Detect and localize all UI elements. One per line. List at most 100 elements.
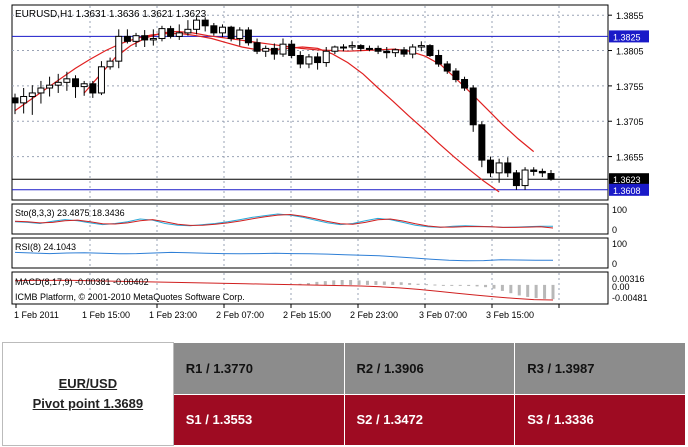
candle-body xyxy=(331,46,339,52)
support-1: S1 / 1.3553 xyxy=(172,393,345,446)
macd-bar xyxy=(441,284,445,286)
candle xyxy=(391,48,399,57)
candle-body xyxy=(132,35,140,42)
candle xyxy=(149,29,157,46)
candle-body xyxy=(495,162,503,174)
level-tag-label: 1.3608 xyxy=(613,186,641,196)
candle-body xyxy=(365,47,373,50)
macd-bar xyxy=(323,281,327,285)
candle xyxy=(443,61,451,74)
candle-body xyxy=(322,50,330,64)
candle-body xyxy=(149,38,157,41)
candle-body xyxy=(37,87,45,94)
stochastic-level-100: 100 xyxy=(612,205,627,215)
macd-level-min: -0.00481 xyxy=(612,293,648,303)
candle xyxy=(253,38,261,55)
candle-body xyxy=(279,43,287,55)
candle-body xyxy=(530,169,538,172)
candle xyxy=(478,121,486,168)
candle xyxy=(210,22,218,36)
candle xyxy=(530,167,538,176)
macd-bar xyxy=(408,283,412,285)
candle xyxy=(89,80,97,98)
candle xyxy=(374,45,382,55)
candle-body xyxy=(141,35,149,41)
candle-body xyxy=(400,49,408,55)
chart-figure: EURUSD,H1 1.3631 1.3636 1.3621 1.3623 1.… xyxy=(11,4,649,320)
candle xyxy=(132,32,140,48)
macd-bar xyxy=(517,284,521,296)
macd-bar xyxy=(391,281,395,285)
macd-bar xyxy=(467,284,471,287)
candle-body xyxy=(435,54,443,65)
candle-body xyxy=(11,97,19,104)
candle xyxy=(184,20,192,36)
candle-body xyxy=(54,81,62,86)
candle-body xyxy=(106,60,114,68)
macd-bar xyxy=(365,280,369,285)
candle xyxy=(383,47,391,59)
candle-body xyxy=(20,95,28,104)
candle xyxy=(435,49,443,67)
candle xyxy=(288,39,296,59)
candle xyxy=(227,25,235,42)
candle-body xyxy=(452,70,460,81)
candle-body xyxy=(296,54,304,65)
candle xyxy=(244,27,252,46)
candle xyxy=(167,25,175,39)
macd-bar xyxy=(534,284,538,299)
price-tick-label: 1.3705 xyxy=(616,117,644,127)
candle xyxy=(357,44,365,52)
candle xyxy=(262,45,270,57)
pivot-table: EUR/USD Pivot point 1.3689 R1 / 1.3770 R… xyxy=(2,342,686,446)
macd-bar xyxy=(475,284,479,287)
candle xyxy=(461,76,469,91)
support-3: S3 / 1.3336 xyxy=(514,393,686,446)
level-tag-1.3608 xyxy=(609,183,649,196)
candle xyxy=(46,76,54,97)
candle-body xyxy=(89,83,97,94)
candle xyxy=(469,85,477,132)
resistance-2: R2 / 1.3906 xyxy=(343,342,516,395)
candle xyxy=(115,29,123,69)
candle-body xyxy=(97,66,105,94)
rsi-series-0 xyxy=(14,251,553,262)
pair-link[interactable]: EUR/USD xyxy=(58,376,118,391)
resistance-1: R1 / 1.3770 xyxy=(172,342,345,395)
candle-body xyxy=(158,28,166,40)
candle-body xyxy=(486,159,494,174)
price-panel: EURUSD,H1 1.3631 1.3636 1.3621 1.3623 1.… xyxy=(11,4,649,201)
macd-bar xyxy=(492,284,496,289)
candle-body xyxy=(115,35,123,62)
stochastic-label: Sto(8,3,3) 23.4875 18.3436 xyxy=(15,208,125,218)
candle-body xyxy=(417,45,425,48)
time-tick-label: 1 Feb 2011 xyxy=(14,310,59,320)
candle-body xyxy=(244,29,252,44)
candle xyxy=(123,29,131,44)
macd-bar xyxy=(484,284,488,288)
macd-signal-line xyxy=(14,279,554,301)
candle-body xyxy=(314,56,322,64)
candle-body xyxy=(538,170,546,174)
candle-body xyxy=(201,19,209,27)
rsi-label: RSI(8) 24.1043 xyxy=(15,242,76,252)
price-panel-header: EURUSD,H1 1.3631 1.3636 1.3621 1.3623 xyxy=(15,9,207,20)
resistance-3: R3 / 1.3987 xyxy=(514,342,686,395)
candle-body xyxy=(469,87,477,126)
rsi-level-0: 0 xyxy=(612,259,617,269)
level-tag-1.3623 xyxy=(609,173,649,186)
macd-bar xyxy=(399,282,403,285)
candle-body xyxy=(288,43,296,56)
candle xyxy=(365,45,373,52)
candle-body xyxy=(80,83,88,88)
candle xyxy=(314,52,322,70)
candle-body xyxy=(28,92,36,97)
candle xyxy=(400,47,408,57)
pivot-point-link[interactable]: Pivot point 1.3689 xyxy=(32,396,144,411)
macd-bar xyxy=(332,280,336,285)
candle-body xyxy=(443,63,451,72)
candle xyxy=(538,168,546,178)
rsi-level-100: 100 xyxy=(612,239,627,249)
candle xyxy=(547,170,555,181)
candle xyxy=(348,41,356,50)
